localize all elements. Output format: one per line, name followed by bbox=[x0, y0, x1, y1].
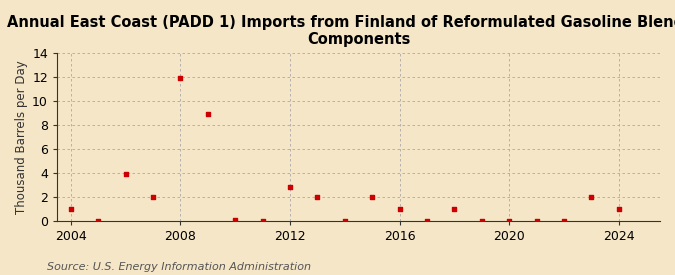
Point bbox=[477, 219, 487, 223]
Point bbox=[230, 218, 240, 222]
Point bbox=[92, 219, 103, 223]
Point bbox=[614, 207, 624, 212]
Point bbox=[120, 172, 131, 177]
Point bbox=[449, 207, 460, 212]
Point bbox=[531, 219, 542, 224]
Point bbox=[257, 219, 268, 224]
Point bbox=[65, 207, 76, 212]
Point bbox=[148, 195, 159, 200]
Point bbox=[367, 195, 377, 200]
Point bbox=[422, 219, 433, 223]
Point bbox=[202, 112, 213, 116]
Title: Annual East Coast (PADD 1) Imports from Finland of Reformulated Gasoline Blendin: Annual East Coast (PADD 1) Imports from … bbox=[7, 15, 675, 47]
Text: Source: U.S. Energy Information Administration: Source: U.S. Energy Information Administ… bbox=[47, 262, 311, 272]
Point bbox=[285, 184, 296, 189]
Point bbox=[559, 219, 570, 224]
Point bbox=[504, 219, 514, 223]
Point bbox=[340, 219, 350, 223]
Point bbox=[586, 195, 597, 200]
Point bbox=[394, 207, 405, 212]
Y-axis label: Thousand Barrels per Day: Thousand Barrels per Day bbox=[15, 60, 28, 214]
Point bbox=[312, 195, 323, 200]
Point bbox=[175, 76, 186, 80]
